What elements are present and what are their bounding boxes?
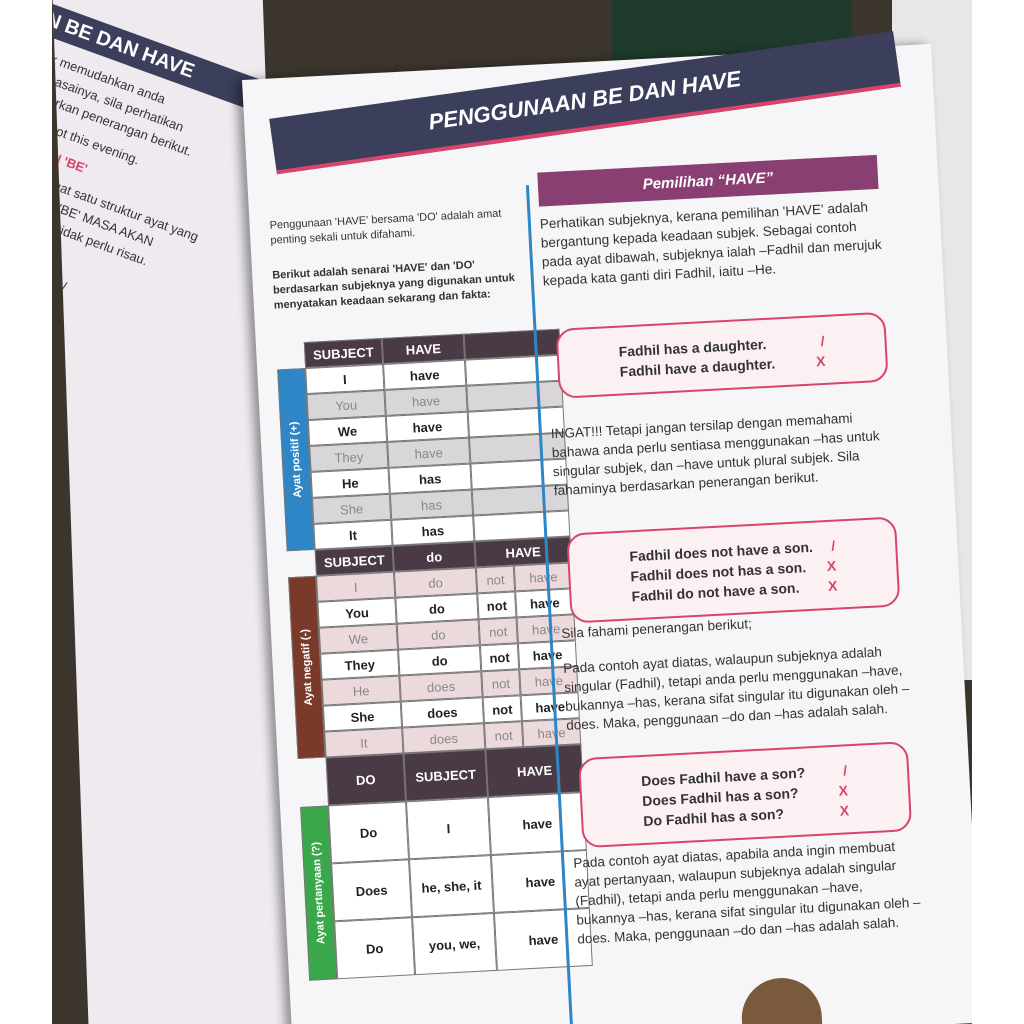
photo: N BE DAN HAVE Untuk memudahkan anda mengu… — [52, 0, 972, 1024]
section-label-text: Ayat positif (+) — [287, 421, 304, 499]
table-cell: have — [515, 588, 575, 618]
table-cell: She — [322, 701, 403, 732]
table-header: DO — [325, 753, 406, 806]
table-cell: he, she, it — [409, 855, 494, 918]
example-box: Does Fadhil have a son? / Does Fadhil has … — [577, 741, 913, 849]
table-cell: Do — [334, 917, 416, 980]
table-cell: She — [311, 493, 392, 524]
table-cell: have — [513, 562, 574, 592]
table-cell: I — [316, 571, 396, 602]
table-cell: not — [477, 591, 517, 620]
table-header: SUBJECT — [403, 749, 488, 802]
table-cell: not — [482, 695, 522, 724]
example-box: Fadhil does not have a son. / Fadhil does … — [566, 516, 901, 624]
table-header: SUBJECT — [303, 338, 384, 369]
table-cell: Do — [328, 801, 410, 864]
example-mark: / — [830, 537, 836, 554]
example-mark: X — [815, 352, 826, 370]
section-label-text: Ayat pertanyaan (?) — [309, 841, 328, 945]
table-cell: not — [478, 617, 518, 646]
intro: Berikut adalah senarai 'HAVE' dan 'DO' b… — [271, 259, 516, 312]
table-cell: You — [306, 389, 386, 421]
title-band: PENGGUNAAN BE DAN HAVE — [269, 31, 901, 175]
left-page-text: N BE DAN HAVE Untuk memudahkan anda mengu… — [52, 0, 269, 368]
table-cell: not — [481, 669, 521, 698]
table-cell: We — [307, 415, 388, 446]
example-mark: X — [839, 802, 850, 819]
owl — [739, 975, 823, 1024]
example-mark: X — [838, 782, 849, 799]
table-cell: I — [305, 364, 385, 395]
table-cell: you, we, — [412, 912, 497, 976]
paragraph: INGAT!!! Tetapi jangan tersilap dengan m… — [550, 410, 880, 499]
paragraph: Pada contoh ayat diatas, walaupun subjek… — [562, 644, 910, 733]
table-cell: not — [483, 721, 524, 750]
table-cell: I — [405, 797, 491, 860]
example-mark: X — [826, 557, 837, 575]
example-mark: / — [842, 762, 848, 779]
table-cell: It — [313, 519, 393, 550]
right-page: PENGGUNAAN BE DAN HAVE Penggunaan 'HAVE' … — [242, 31, 972, 1024]
intro: Penggunaan 'HAVE' bersama 'DO' adalah am… — [269, 207, 502, 247]
table-cell: They — [320, 649, 400, 680]
example-mark: / — [820, 332, 825, 350]
example-mark: X — [827, 577, 838, 595]
table-cell: not — [475, 565, 516, 594]
table-cell: He — [310, 467, 390, 498]
paragraph: Pada contoh ayat diatas, apabila anda in… — [573, 838, 921, 947]
table-header: HAVE — [485, 744, 584, 798]
table-cell: have — [487, 792, 587, 856]
table-cell: He — [321, 675, 401, 706]
example-box: Fadhil has a daughter. / Fadhil have a dau… — [555, 311, 889, 399]
table-cell: You — [317, 597, 397, 628]
paragraph: Perhatikan subjeknya, kerana pemilihan '… — [539, 199, 882, 289]
table-cell: not — [479, 643, 520, 672]
table-cell: Does — [331, 859, 413, 922]
section-label-text: Ayat negatif (-) — [298, 628, 315, 706]
